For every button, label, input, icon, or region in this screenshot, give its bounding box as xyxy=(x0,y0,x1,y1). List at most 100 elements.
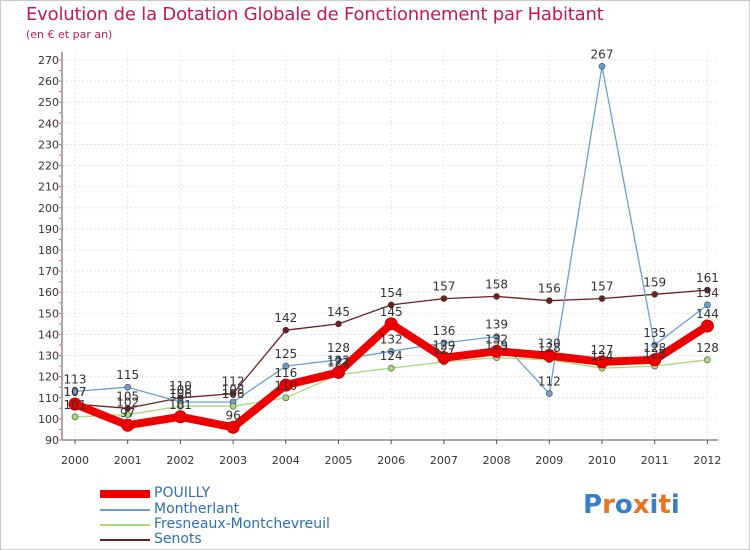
data-label-senots: 157 xyxy=(591,280,614,294)
data-label-fresneaux-montchevreuil: 110 xyxy=(274,379,297,393)
y-tick-label: 180 xyxy=(38,244,59,257)
x-tick-label: 2004 xyxy=(272,454,300,467)
data-point-senots xyxy=(704,286,711,294)
data-label-senots: 157 xyxy=(432,280,455,294)
legend-swatch-pouilly xyxy=(100,490,150,498)
data-label-senots: 158 xyxy=(485,277,508,291)
data-point-pouilly xyxy=(542,349,556,363)
data-point-senots xyxy=(387,301,395,309)
logo-letter: P xyxy=(583,490,603,520)
data-label-pouilly: 122 xyxy=(327,353,350,367)
x-tick-label: 2007 xyxy=(430,454,458,467)
data-point-montherlant xyxy=(651,341,659,349)
data-label-montherlant: 125 xyxy=(274,347,297,361)
y-tick-label: 230 xyxy=(38,138,59,151)
data-point-montherlant xyxy=(124,383,131,391)
data-label-pouilly: 107 xyxy=(64,385,87,399)
data-label-fresneaux-montchevreuil: 102 xyxy=(116,396,139,410)
data-point-senots xyxy=(493,293,500,300)
legend-label-senots: Senots xyxy=(154,531,202,547)
data-point-fresneaux-montchevreuil xyxy=(177,402,184,410)
y-tick-label: 130 xyxy=(38,350,59,363)
chart-title: Evolution de la Dotation Globale de Fonc… xyxy=(26,4,604,25)
data-point-montherlant xyxy=(598,63,606,70)
y-tick-label: 240 xyxy=(38,117,59,130)
x-tick-label: 2006 xyxy=(377,454,405,467)
data-label-montherlant: 154 xyxy=(696,286,719,300)
x-tick-label: 2011 xyxy=(641,454,669,467)
data-label-montherlant: 108 xyxy=(169,383,192,397)
axes: 9010011012013014015016017018019020021022… xyxy=(38,52,721,467)
data-point-montherlant xyxy=(545,390,553,397)
logo-letter: i xyxy=(649,490,659,520)
legend-swatch-senots xyxy=(100,539,150,541)
legend-label-pouilly: POUILLY xyxy=(154,485,211,501)
data-point-pouilly xyxy=(68,397,82,411)
data-point-pouilly xyxy=(490,344,504,358)
legend-swatch-montherlant xyxy=(100,509,150,511)
y-tick-label: 90 xyxy=(45,434,59,447)
data-point-fresneaux-montchevreuil xyxy=(71,413,79,421)
data-label-montherlant: 139 xyxy=(485,318,508,332)
data-label-montherlant: 108 xyxy=(222,383,245,397)
data-point-senots xyxy=(545,297,553,304)
data-point-pouilly xyxy=(384,317,398,331)
y-tick-label: 270 xyxy=(38,54,59,67)
data-label-senots: 105 xyxy=(116,389,139,403)
data-point-pouilly xyxy=(595,355,609,369)
data-point-pouilly xyxy=(700,319,714,333)
data-point-pouilly xyxy=(226,420,240,434)
data-label-senots: 159 xyxy=(643,275,666,289)
x-tick-label: 2005 xyxy=(325,454,353,467)
data-point-montherlant xyxy=(493,333,500,340)
data-label-fresneaux-montchevreuil: 101 xyxy=(64,398,87,412)
data-point-pouilly xyxy=(332,365,345,379)
legend-label-montherlant: Montherlant xyxy=(154,501,240,517)
data-label-pouilly: 127 xyxy=(591,343,614,357)
data-label-pouilly: 144 xyxy=(696,307,719,321)
data-label-pouilly: 128 xyxy=(643,341,666,355)
data-label-fresneaux-montchevreuil: 106 xyxy=(169,387,192,401)
data-label-senots: 112 xyxy=(222,375,245,389)
data-point-fresneaux-montchevreuil xyxy=(282,394,290,402)
data-label-montherlant: 112 xyxy=(538,375,561,389)
data-label-montherlant: 135 xyxy=(643,326,666,340)
data-point-senots xyxy=(282,326,290,334)
data-point-montherlant xyxy=(335,356,342,364)
data-point-montherlant xyxy=(282,362,290,370)
data-point-fresneaux-montchevreuil xyxy=(124,411,131,418)
x-tick-label: 2009 xyxy=(535,454,563,467)
data-point-senots xyxy=(651,291,659,298)
data-label-senots: 161 xyxy=(696,271,719,285)
data-point-fresneaux-montchevreuil xyxy=(229,402,237,410)
data-label-pouilly: 116 xyxy=(274,366,297,380)
y-tick-label: 250 xyxy=(38,96,59,109)
x-tick-label: 2001 xyxy=(114,454,142,467)
data-label-pouilly: 130 xyxy=(538,337,561,351)
y-tick-label: 120 xyxy=(38,371,59,384)
data-point-montherlant xyxy=(704,301,711,309)
data-point-senots xyxy=(229,390,237,397)
y-tick-label: 150 xyxy=(38,307,59,320)
data-point-pouilly xyxy=(437,351,451,365)
data-point-pouilly xyxy=(648,353,662,367)
data-label-fresneaux-montchevreuil: 125 xyxy=(643,347,666,361)
data-point-senots xyxy=(440,295,448,302)
logo-letter: r xyxy=(602,490,615,520)
x-tick-label: 2012 xyxy=(693,454,721,467)
data-point-fresneaux-montchevreuil xyxy=(387,364,395,372)
data-label-fresneaux-montchevreuil: 106 xyxy=(222,387,245,401)
y-tick-label: 200 xyxy=(38,202,59,215)
data-point-senots xyxy=(124,405,131,412)
y-tick-label: 210 xyxy=(38,181,59,194)
data-label-pouilly: 97 xyxy=(120,406,135,420)
data-point-pouilly xyxy=(173,410,187,424)
legend-label-fresneaux: Fresneaux-Montchevreuil xyxy=(154,516,330,532)
data-label-montherlant: 132 xyxy=(380,332,403,346)
y-tick-label: 160 xyxy=(38,286,59,299)
data-label-montherlant: 267 xyxy=(591,47,614,61)
data-label-pouilly: 132 xyxy=(485,332,508,346)
data-point-montherlant xyxy=(71,388,79,395)
data-point-montherlant xyxy=(387,348,395,355)
